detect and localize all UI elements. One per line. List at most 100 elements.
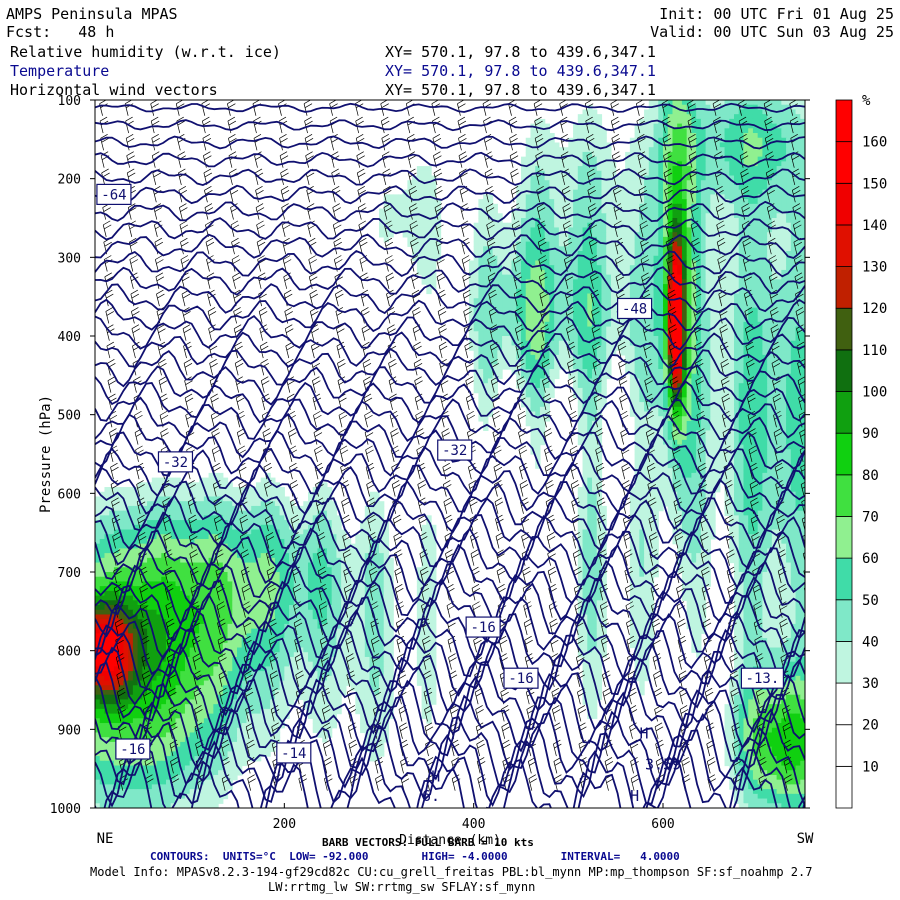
rh-cell [738, 392, 745, 398]
rh-cell [681, 251, 688, 257]
rh-cell [563, 218, 569, 224]
rh-cell [549, 340, 555, 347]
rh-cell [700, 411, 707, 417]
rh-cell [681, 109, 688, 115]
rh-cell [596, 222, 603, 229]
rh-cell [800, 222, 805, 229]
rh-cell [663, 298, 669, 304]
forecast-hour: Fcst: 48 h [6, 23, 114, 41]
rh-cell [710, 251, 716, 257]
rh-cell [790, 199, 797, 205]
rh-cell [587, 147, 593, 153]
rh-cell [487, 369, 494, 375]
rh-cell [544, 378, 550, 384]
rh-cell [516, 336, 522, 342]
rh-cell [653, 255, 659, 262]
rh-cell [667, 227, 674, 233]
rh-cell [715, 425, 721, 431]
rh-cell [677, 251, 683, 257]
rh-cell [478, 321, 484, 328]
rh-cell [790, 236, 797, 243]
rh-cell [606, 331, 612, 337]
rh-cell [743, 114, 749, 120]
rh-cell [620, 350, 626, 356]
rh-cell [577, 269, 584, 276]
rh-cell [715, 369, 721, 375]
rh-cell [771, 284, 778, 290]
rh-cell [615, 321, 621, 328]
rh-cell [530, 336, 536, 342]
rh-cell [539, 345, 546, 351]
rh-cell [587, 123, 593, 129]
rh-cell [658, 298, 664, 304]
rh-cell [573, 336, 579, 342]
rh-cell [620, 232, 626, 238]
rh-cell [710, 449, 716, 455]
rh-cell [691, 109, 697, 115]
rh-cell [734, 420, 740, 427]
rh-cell [681, 147, 688, 153]
rh-cell [667, 373, 674, 380]
rh-cell [639, 430, 645, 436]
rh-cell [487, 378, 494, 384]
rh-cell [487, 255, 494, 262]
rh-cell [800, 345, 805, 351]
rh-cell [705, 373, 711, 380]
rh-cell [563, 151, 569, 158]
rh-cell [544, 222, 550, 229]
rh-cell [497, 293, 503, 299]
rh-cell [478, 307, 484, 313]
rh-cell [686, 133, 692, 139]
rh-cell [700, 383, 707, 389]
rh-cell [776, 430, 782, 436]
rh-cell [762, 392, 768, 398]
rh-cell [663, 137, 669, 144]
rh-cell [729, 161, 735, 167]
rh-cell [544, 123, 550, 129]
rh-cell [748, 170, 754, 177]
rh-cell [634, 203, 640, 210]
rh-cell [644, 463, 650, 469]
rh-cell [511, 236, 517, 243]
rh-cell [757, 194, 763, 200]
rh-cell [426, 184, 432, 191]
rh-cell [592, 279, 598, 285]
rh-cell [667, 166, 674, 172]
rh-cell [142, 482, 148, 488]
rh-cell [170, 482, 177, 488]
rh-cell [606, 302, 612, 309]
rh-cell [724, 387, 730, 394]
rh-cell [573, 364, 579, 370]
rh-cell [549, 255, 555, 262]
rh-cell [648, 142, 655, 148]
rh-cell [478, 274, 484, 280]
rh-cell [492, 246, 498, 252]
rh-cell [525, 359, 532, 365]
rh-cell [653, 147, 659, 153]
rh-cell [790, 180, 797, 186]
rh-cell [582, 265, 588, 271]
rh-cell [757, 232, 763, 238]
rh-cell [573, 180, 579, 186]
rh-cell [767, 425, 773, 431]
rh-cell [757, 189, 763, 195]
rh-cell [696, 251, 702, 257]
rh-cell [762, 411, 768, 417]
rh-cell [734, 383, 740, 389]
rh-cell [705, 345, 711, 351]
field-xy-rh: XY= 570.1, 97.8 to 439.6,347.1 [385, 43, 656, 61]
rh-cell [511, 208, 517, 214]
rh-cell [672, 133, 678, 139]
rh-cell [596, 133, 603, 139]
rh-cell [577, 279, 584, 285]
rh-cell [483, 397, 489, 403]
rh-cell [800, 425, 805, 431]
rh-cell [592, 373, 598, 380]
rh-cell [710, 189, 716, 195]
rh-cell [568, 147, 574, 153]
rh-cell [544, 274, 550, 280]
rh-cell [525, 265, 532, 271]
rh-cell [629, 246, 636, 252]
rh-cell [639, 482, 645, 488]
rh-cell [795, 218, 801, 224]
